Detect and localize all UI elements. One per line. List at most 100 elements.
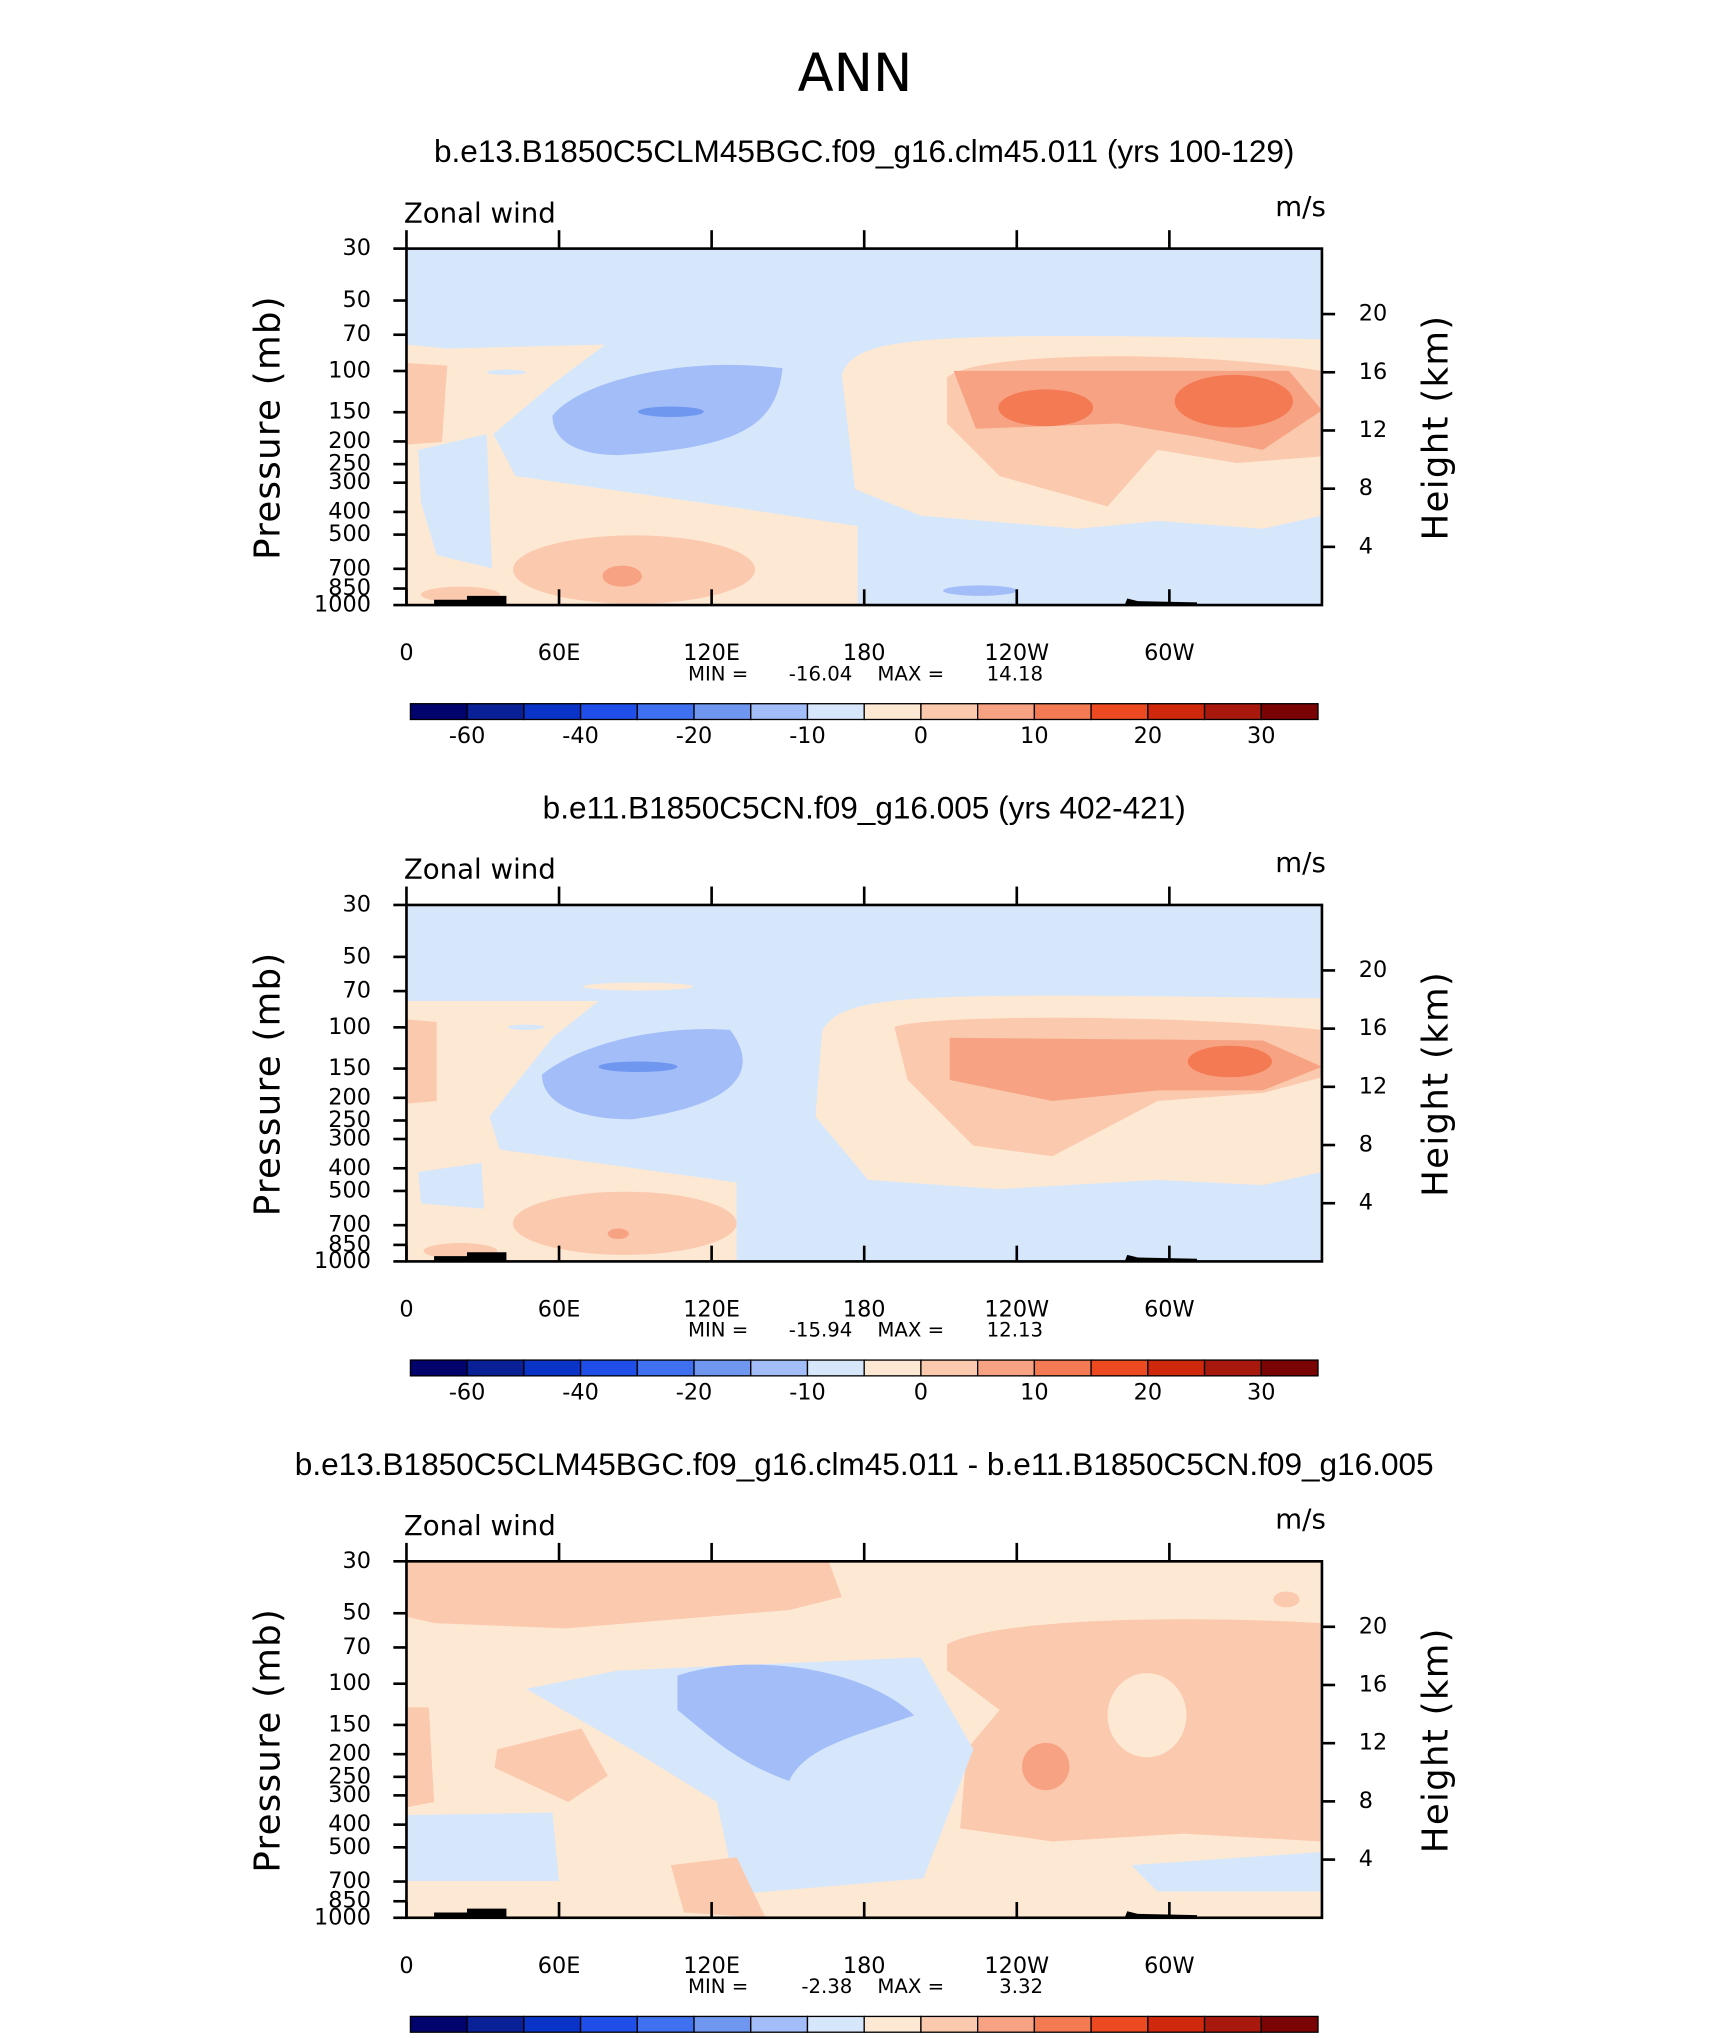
- contour-region: [1131, 1852, 1322, 1892]
- contour-region: [1187, 1045, 1272, 1078]
- panel-title: b.e13.B1850C5CLM45BGC.f09_g16.clm45.011 …: [434, 133, 1294, 169]
- x-tick-label: 0: [399, 1953, 413, 1979]
- colorbar-box: [523, 2015, 582, 2033]
- colorbar-label: 15: [1190, 2036, 1218, 2038]
- colorbar-box: [1090, 2015, 1149, 2033]
- colorbar-box: [636, 1359, 695, 1377]
- contour-region: [844, 1821, 853, 1835]
- contour-region: [494, 1728, 608, 1803]
- colorbar-label: 0: [914, 723, 928, 749]
- subtitle-right: m/s: [1275, 846, 1326, 879]
- y-tick-label: 500: [328, 1834, 371, 1860]
- y2-tick-label: 12: [1359, 1730, 1387, 1756]
- y-axis-label: Pressure (mb): [248, 295, 289, 560]
- x-tick-label: 120E: [683, 1953, 740, 1979]
- min-value: -2.38: [801, 1975, 852, 1998]
- y-tick-label: 700: [328, 1212, 371, 1238]
- colorbar-box: [976, 703, 1036, 721]
- subtitle-left: Zonal wind: [404, 196, 556, 229]
- x-tick-label: 180: [843, 1953, 886, 1979]
- colorbar-label: 6: [1027, 2036, 1041, 2038]
- colorbar-box: [750, 703, 809, 721]
- x-tick-label: 180: [843, 640, 886, 666]
- y-tick-label: 70: [342, 978, 370, 1004]
- colorbar-box: [920, 703, 979, 721]
- min-label: MIN =: [688, 662, 748, 685]
- y-tick-label: 300: [328, 469, 371, 495]
- contour-field: [406, 1561, 1322, 1918]
- colorbar-box: [863, 703, 922, 721]
- y-tick-label: 1000: [314, 1904, 371, 1930]
- colorbar-box: [920, 1359, 979, 1377]
- contour-region: [582, 982, 694, 991]
- contour-region: [406, 1707, 435, 1808]
- max-value: 3.32: [999, 1975, 1043, 1998]
- y2-tick-label: 20: [1359, 1613, 1387, 1639]
- x-tick-label: 0: [399, 640, 413, 666]
- colorbar-box: [409, 2015, 468, 2033]
- colorbar-label: -6: [683, 2036, 705, 2038]
- y2-axis-label: Height (km): [1416, 1627, 1457, 1853]
- colorbar-label: 12: [1134, 2036, 1162, 2038]
- colorbar-box: [1260, 703, 1319, 721]
- y-tick-label: 300: [328, 1782, 371, 1808]
- colorbar-box: [1090, 1359, 1149, 1377]
- y-tick-label: 200: [328, 1741, 371, 1767]
- y-tick-label: 850: [328, 1231, 371, 1257]
- y-tick-label: 50: [342, 287, 370, 313]
- y-tick-label: 50: [342, 1600, 370, 1626]
- colorbar-box: [409, 1359, 468, 1377]
- x-tick-label: 120E: [683, 1297, 740, 1323]
- contour-region: [1022, 1742, 1070, 1791]
- y-tick-label: 400: [328, 1155, 371, 1181]
- colorbar-box: [636, 2015, 695, 2033]
- topography: [1124, 598, 1197, 606]
- contour-region: [677, 1664, 915, 1781]
- y-tick-label: 500: [328, 521, 371, 547]
- colorbar-label: 10: [1020, 1379, 1048, 1405]
- colorbar-box: [693, 1359, 752, 1377]
- y-axis-label: Pressure (mb): [248, 951, 289, 1216]
- colorbar-label: 30: [1247, 1379, 1275, 1405]
- colorbar-box: [1260, 1359, 1319, 1377]
- y2-tick-label: 8: [1359, 1788, 1373, 1814]
- colorbar-box: [863, 1359, 922, 1377]
- y-tick-label: 400: [328, 498, 371, 524]
- x-tick-label: 60W: [1144, 640, 1195, 666]
- colorbar-label: -1: [796, 2036, 818, 2038]
- y2-tick-label: 4: [1359, 1846, 1373, 1872]
- colorbar-box: [693, 703, 752, 721]
- colorbar-box: [863, 2015, 922, 2033]
- y-tick-label: 500: [328, 1177, 371, 1203]
- contour-region: [602, 565, 642, 587]
- x-tick-label: 0: [399, 1297, 413, 1323]
- colorbar-box: [466, 1359, 525, 1377]
- colorbar-box: [1203, 703, 1262, 721]
- colorbar-box: [976, 2015, 1036, 2033]
- topography: [434, 1908, 507, 1918]
- subtitle-right: m/s: [1275, 190, 1326, 223]
- colorbar-box: [1260, 2015, 1319, 2033]
- y-tick-label: 150: [328, 1711, 371, 1737]
- colorbar-box: [579, 2015, 638, 2033]
- x-tick-label: 60E: [538, 1953, 581, 1979]
- max-value: 14.18: [987, 662, 1043, 685]
- x-tick-label: 60W: [1144, 1297, 1195, 1323]
- colorbar-label: 18: [1247, 2036, 1275, 2038]
- colorbar-box: [1033, 2015, 1092, 2033]
- colorbar-box: [1033, 703, 1092, 721]
- y-tick-label: 100: [328, 1014, 371, 1040]
- x-tick-label: 120W: [984, 1297, 1049, 1323]
- colorbar-box: [579, 1359, 638, 1377]
- colorbar-label: -10: [789, 1379, 826, 1405]
- min-label: MIN =: [688, 1975, 748, 1998]
- contour-region: [670, 1857, 766, 1918]
- subtitle-right: m/s: [1275, 1503, 1326, 1536]
- colorbar-label: 3: [971, 2036, 985, 2038]
- contour-field: [406, 904, 1322, 1262]
- colorbar-box: [523, 1359, 582, 1377]
- colorbar-box: [466, 2015, 525, 2033]
- y-tick-label: 30: [342, 1548, 370, 1574]
- x-tick-label: 120W: [984, 640, 1049, 666]
- y2-tick-label: 16: [1359, 1015, 1387, 1041]
